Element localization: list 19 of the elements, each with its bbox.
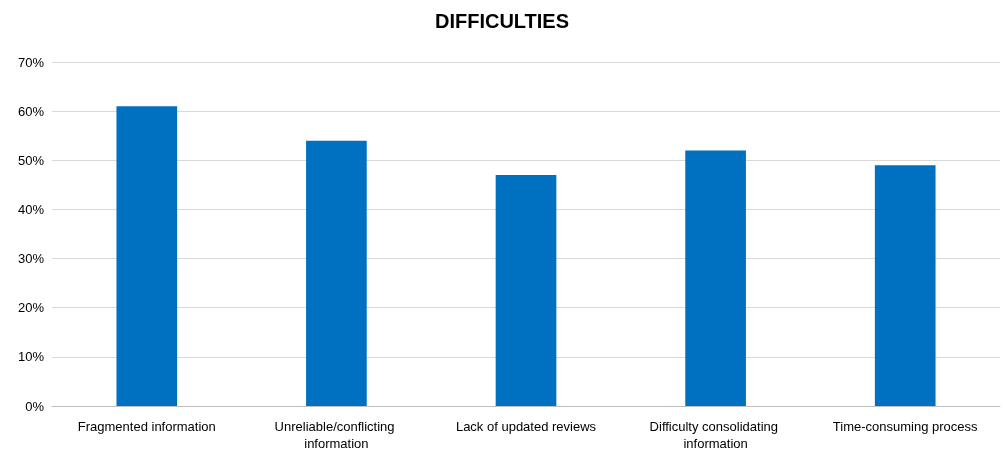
y-tick-label: 20%: [17, 300, 45, 316]
bar: [306, 140, 367, 406]
bar: [495, 175, 557, 406]
y-tick-label: 40%: [17, 201, 45, 217]
y-tick-label: 30%: [17, 251, 45, 267]
x-tick-label: Lack of updated reviews: [455, 419, 597, 434]
x-tick-label: Unreliable/conflicting information: [274, 419, 399, 451]
y-tick-label: 60%: [17, 103, 45, 119]
bar: [874, 165, 936, 406]
x-tick-label: Difficulty consolidating information: [649, 419, 782, 451]
bar: [685, 150, 746, 406]
y-tick-label: 10%: [17, 349, 45, 365]
bar: [116, 106, 178, 406]
y-tick-label: 70%: [17, 54, 45, 70]
y-tick-label: 0%: [25, 398, 45, 414]
x-tick-label: Time-consuming process: [832, 419, 979, 434]
chart-title: DIFFICULTIES: [434, 10, 570, 32]
x-tick-label: Fragmented information: [77, 419, 216, 434]
y-tick-label: 50%: [17, 152, 45, 168]
